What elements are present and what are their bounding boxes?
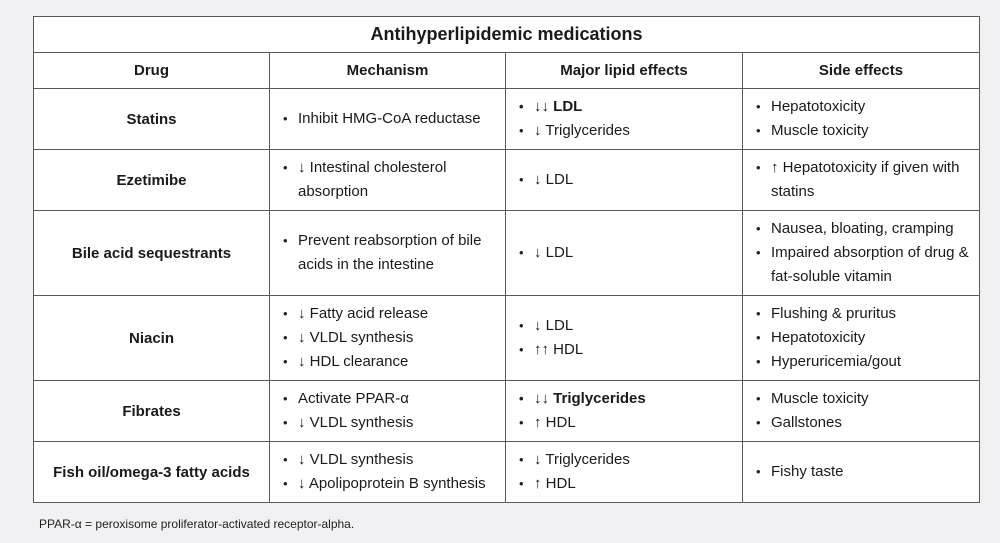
mechanism-cell: Activate PPAR-α↓ VLDL synthesis bbox=[269, 380, 506, 442]
mechanism-cell: Inhibit HMG-CoA reductase bbox=[269, 88, 506, 150]
side-effect-item: Hepatotoxicity bbox=[756, 95, 971, 119]
mechanism-item: Activate PPAR-α bbox=[283, 387, 497, 411]
lipid-effect-item: ↓ Triglycerides bbox=[519, 119, 734, 143]
mechanism-list: ↓ Fatty acid release↓ VLDL synthesis↓ HD… bbox=[278, 302, 497, 374]
side-effect-list: Nausea, bloating, crampingImpaired absor… bbox=[751, 217, 971, 289]
lipid-effect-cell: ↓↓ LDL↓ Triglycerides bbox=[505, 88, 743, 150]
side-effect-list: HepatotoxicityMuscle toxicity bbox=[751, 95, 971, 143]
lipid-effect-cell: ↓ LDL bbox=[505, 149, 743, 211]
header-lipid-effects: Major lipid effects bbox=[505, 52, 743, 89]
table-title: Antihyperlipidemic medications bbox=[33, 16, 980, 53]
lipid-effect-list: ↓↓ LDL↓ Triglycerides bbox=[514, 95, 734, 143]
header-mechanism: Mechanism bbox=[269, 52, 506, 89]
lipid-effect-item: ↑ HDL bbox=[519, 472, 734, 496]
mechanism-item: ↓ Apolipoprotein B synthesis bbox=[283, 472, 497, 496]
side-effect-item: Muscle toxicity bbox=[756, 119, 971, 143]
mechanism-item: ↓ Fatty acid release bbox=[283, 302, 497, 326]
side-effect-cell: Flushing & pruritusHepatotoxicityHyperur… bbox=[742, 295, 980, 381]
side-effect-item: Hyperuricemia/gout bbox=[756, 350, 971, 374]
side-effect-list: Flushing & pruritusHepatotoxicityHyperur… bbox=[751, 302, 971, 374]
medications-table: Antihyperlipidemic medications Drug Mech… bbox=[33, 16, 980, 503]
drug-name: Fibrates bbox=[33, 380, 270, 442]
drug-name: Bile acid sequestrants bbox=[33, 210, 270, 296]
mechanism-cell: ↓ Fatty acid release↓ VLDL synthesis↓ HD… bbox=[269, 295, 506, 381]
header-row: Drug Mechanism Major lipid effects Side … bbox=[33, 52, 980, 89]
table-row: Ezetimibe ↓ Intestinal cholesterol absorp… bbox=[33, 149, 980, 211]
lipid-effect-item: ↑↑ HDL bbox=[519, 338, 734, 362]
mechanism-list: Inhibit HMG-CoA reductase bbox=[278, 107, 497, 131]
lipid-effect-item: ↓ LDL bbox=[519, 168, 734, 192]
drug-name: Statins bbox=[33, 88, 270, 150]
lipid-effect-list: ↓ Triglycerides↑ HDL bbox=[514, 448, 734, 496]
mechanism-item: ↓ HDL clearance bbox=[283, 350, 497, 374]
mechanism-item: ↓ VLDL synthesis bbox=[283, 326, 497, 350]
table-row: Fish oil/omega-3 fatty acids↓ VLDL synth… bbox=[33, 441, 980, 503]
mechanism-item: Prevent reabsorption of bile acids in th… bbox=[283, 229, 497, 277]
side-effect-list: Fishy taste bbox=[751, 460, 971, 484]
side-effect-item: Nausea, bloating, cramping bbox=[756, 217, 971, 241]
side-effect-item: Fishy taste bbox=[756, 460, 971, 484]
table-body: StatinsInhibit HMG-CoA reductase↓↓ LDL↓ … bbox=[33, 88, 980, 503]
header-side-effects: Side effects bbox=[742, 52, 980, 89]
side-effect-cell: Fishy taste bbox=[742, 441, 980, 503]
side-effect-cell: HepatotoxicityMuscle toxicity bbox=[742, 88, 980, 150]
lipid-effect-item: ↓ LDL bbox=[519, 314, 734, 338]
side-effect-list: Muscle toxicityGallstones bbox=[751, 387, 971, 435]
drug-name: Ezetimibe bbox=[33, 149, 270, 211]
lipid-effect-cell: ↓↓ Triglycerides↑ HDL bbox=[505, 380, 743, 442]
lipid-effect-list: ↓ LDL↑↑ HDL bbox=[514, 314, 734, 362]
side-effect-cell: Nausea, bloating, crampingImpaired absor… bbox=[742, 210, 980, 296]
lipid-effect-item: ↓ LDL bbox=[519, 241, 734, 265]
side-effect-item: Flushing & pruritus bbox=[756, 302, 971, 326]
mechanism-list: Prevent reabsorption of bile acids in th… bbox=[278, 229, 497, 277]
lipid-effect-cell: ↓ LDL bbox=[505, 210, 743, 296]
lipid-effect-item: ↓↓ Triglycerides bbox=[519, 387, 734, 411]
table-row: Statins Inhibit HMG-CoA reductase ↓↓ LDL↓ … bbox=[33, 88, 980, 150]
table-row: Niacin↓ Fatty acid release↓ VLDL synthes… bbox=[33, 295, 980, 381]
side-effect-item: Muscle toxicity bbox=[756, 387, 971, 411]
lipid-effect-list: ↓↓ Triglycerides↑ HDL bbox=[514, 387, 734, 435]
mechanism-item: Inhibit HMG-CoA reductase bbox=[283, 107, 497, 131]
mechanism-cell: ↓ VLDL synthesis↓ Apolipoprotein B synth… bbox=[269, 441, 506, 503]
lipid-effect-item: ↓↓ LDL bbox=[519, 95, 734, 119]
mechanism-item: ↓ Intestinal cholesterol absorption bbox=[283, 156, 497, 204]
lipid-effect-list: ↓ LDL bbox=[514, 241, 734, 265]
table-row: Bile acid sequestrants Prevent reabsorpti… bbox=[33, 210, 980, 296]
drug-name: Niacin bbox=[33, 295, 270, 381]
drug-name: Fish oil/omega-3 fatty acids bbox=[33, 441, 270, 503]
footnote: PPAR-α = peroxisome proliferator-activat… bbox=[39, 517, 355, 531]
mechanism-item: ↓ VLDL synthesis bbox=[283, 411, 497, 435]
side-effect-item: Impaired absorption of drug & fat-solubl… bbox=[756, 241, 971, 289]
lipid-effect-cell: ↓ LDL↑↑ HDL bbox=[505, 295, 743, 381]
lipid-effect-item: ↓ Triglycerides bbox=[519, 448, 734, 472]
side-effect-item: Hepatotoxicity bbox=[756, 326, 971, 350]
mechanism-list: ↓ VLDL synthesis↓ Apolipoprotein B synth… bbox=[278, 448, 497, 496]
header-drug: Drug bbox=[33, 52, 270, 89]
side-effect-cell: Muscle toxicityGallstones bbox=[742, 380, 980, 442]
table-container: Antihyperlipidemic medications Drug Mech… bbox=[33, 16, 980, 531]
side-effect-item: Gallstones bbox=[756, 411, 971, 435]
lipid-effect-list: ↓ LDL bbox=[514, 168, 734, 192]
side-effect-cell: ↑ Hepatotoxicity if given with statins bbox=[742, 149, 980, 211]
side-effect-item: ↑ Hepatotoxicity if given with statins bbox=[756, 156, 971, 204]
mechanism-list: Activate PPAR-α↓ VLDL synthesis bbox=[278, 387, 497, 435]
side-effect-list: ↑ Hepatotoxicity if given with statins bbox=[751, 156, 971, 204]
lipid-effect-cell: ↓ Triglycerides↑ HDL bbox=[505, 441, 743, 503]
mechanism-list: ↓ Intestinal cholesterol absorption bbox=[278, 156, 497, 204]
mechanism-cell: Prevent reabsorption of bile acids in th… bbox=[269, 210, 506, 296]
mechanism-cell: ↓ Intestinal cholesterol absorption bbox=[269, 149, 506, 211]
lipid-effect-item: ↑ HDL bbox=[519, 411, 734, 435]
mechanism-item: ↓ VLDL synthesis bbox=[283, 448, 497, 472]
table-row: FibratesActivate PPAR-α↓ VLDL synthesis↓… bbox=[33, 380, 980, 442]
